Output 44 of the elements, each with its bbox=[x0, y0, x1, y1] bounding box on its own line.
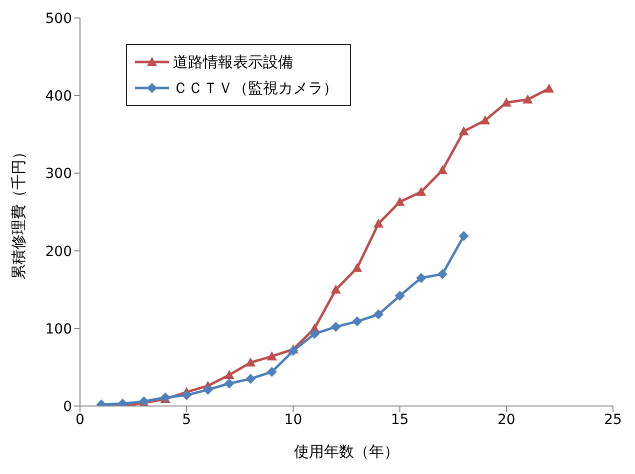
point bbox=[458, 231, 469, 242]
legend-label: ＣＣＴＶ（監視カメラ） bbox=[173, 78, 338, 98]
y-tick-label: 0 bbox=[63, 398, 72, 415]
point bbox=[480, 115, 490, 124]
x-tick-label: 0 bbox=[76, 412, 84, 428]
point bbox=[437, 165, 448, 174]
x-tick-label: 20 bbox=[497, 412, 516, 428]
point bbox=[437, 269, 448, 280]
y-axis-title: 累積修理費（千円） bbox=[9, 144, 28, 280]
point bbox=[202, 384, 213, 395]
point bbox=[373, 218, 384, 228]
point bbox=[501, 98, 512, 107]
point bbox=[224, 378, 234, 388]
point bbox=[416, 272, 426, 283]
point bbox=[246, 374, 256, 384]
point bbox=[266, 351, 277, 360]
point bbox=[458, 126, 469, 136]
point bbox=[182, 390, 192, 400]
point bbox=[288, 346, 298, 356]
point bbox=[522, 94, 533, 104]
point bbox=[352, 262, 362, 272]
point bbox=[394, 290, 405, 301]
x-axis-title: 使用年数（年） bbox=[294, 442, 399, 461]
legend-label: 道路情報表示設備 bbox=[173, 52, 293, 72]
y-tick-label: 400 bbox=[45, 88, 72, 105]
point bbox=[330, 284, 341, 294]
point bbox=[266, 366, 277, 377]
x-tick-label: 10 bbox=[284, 412, 302, 428]
x-tick-label: 25 bbox=[604, 412, 622, 428]
point bbox=[544, 84, 554, 93]
point bbox=[246, 358, 256, 367]
x-tick-label: 15 bbox=[390, 412, 409, 428]
y-tick-label: 500 bbox=[45, 10, 72, 27]
y-tick-label: 300 bbox=[45, 166, 72, 182]
point bbox=[310, 328, 320, 339]
y-tick-label: 100 bbox=[45, 321, 72, 338]
x-tick-label: 5 bbox=[182, 412, 192, 428]
point bbox=[416, 186, 426, 196]
point bbox=[373, 309, 384, 320]
y-tick-label: 200 bbox=[45, 244, 72, 260]
point bbox=[224, 370, 234, 379]
point bbox=[352, 316, 362, 326]
point bbox=[330, 322, 341, 332]
point bbox=[394, 196, 405, 206]
